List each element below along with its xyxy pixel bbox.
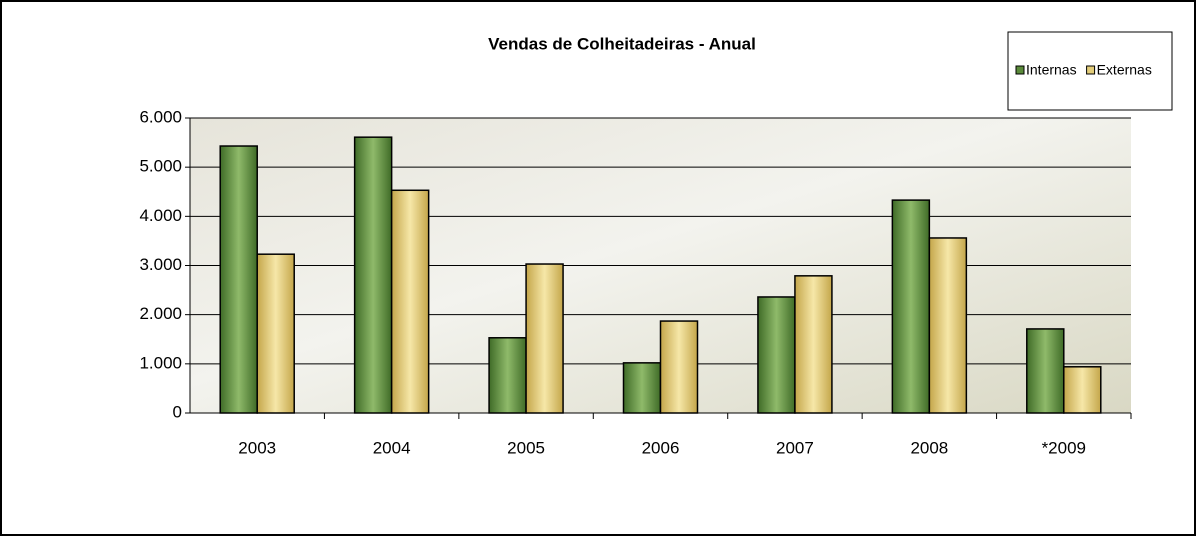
legend-label: Internas bbox=[1026, 62, 1077, 78]
bar bbox=[757, 296, 796, 414]
x-tick-label: 2005 bbox=[507, 438, 545, 457]
bar bbox=[659, 320, 699, 414]
x-tick-label: *2009 bbox=[1042, 438, 1086, 457]
bar bbox=[256, 253, 295, 414]
bar bbox=[794, 275, 833, 414]
y-tick-label: 1.000 bbox=[139, 353, 182, 372]
x-tick-label: 2007 bbox=[776, 438, 814, 457]
bar bbox=[891, 199, 931, 414]
y-tick-label: 3.000 bbox=[139, 255, 182, 274]
legend-swatch bbox=[1086, 65, 1096, 75]
y-tick-label: 4.000 bbox=[139, 206, 182, 225]
bar bbox=[1026, 328, 1065, 414]
bar bbox=[488, 337, 527, 414]
x-tick-label: 2004 bbox=[373, 438, 411, 457]
x-tick-label: 2008 bbox=[910, 438, 948, 457]
bar bbox=[390, 189, 430, 414]
bar bbox=[353, 136, 393, 414]
x-tick-label: 2006 bbox=[642, 438, 680, 457]
bar bbox=[928, 237, 968, 414]
y-tick-label: 6.000 bbox=[139, 107, 182, 126]
chart-title: Vendas de Colheitadeiras - Anual bbox=[488, 34, 756, 53]
bar bbox=[622, 362, 662, 414]
legend-swatch bbox=[1015, 65, 1025, 75]
y-tick-label: 5.000 bbox=[139, 157, 182, 176]
y-tick-label: 0 bbox=[173, 402, 182, 421]
y-tick-label: 2.000 bbox=[139, 304, 182, 323]
legend-label: Externas bbox=[1097, 62, 1152, 78]
x-tick-label: 2003 bbox=[238, 438, 276, 457]
bar bbox=[219, 145, 258, 414]
bar bbox=[525, 263, 564, 414]
bar bbox=[1063, 366, 1102, 414]
